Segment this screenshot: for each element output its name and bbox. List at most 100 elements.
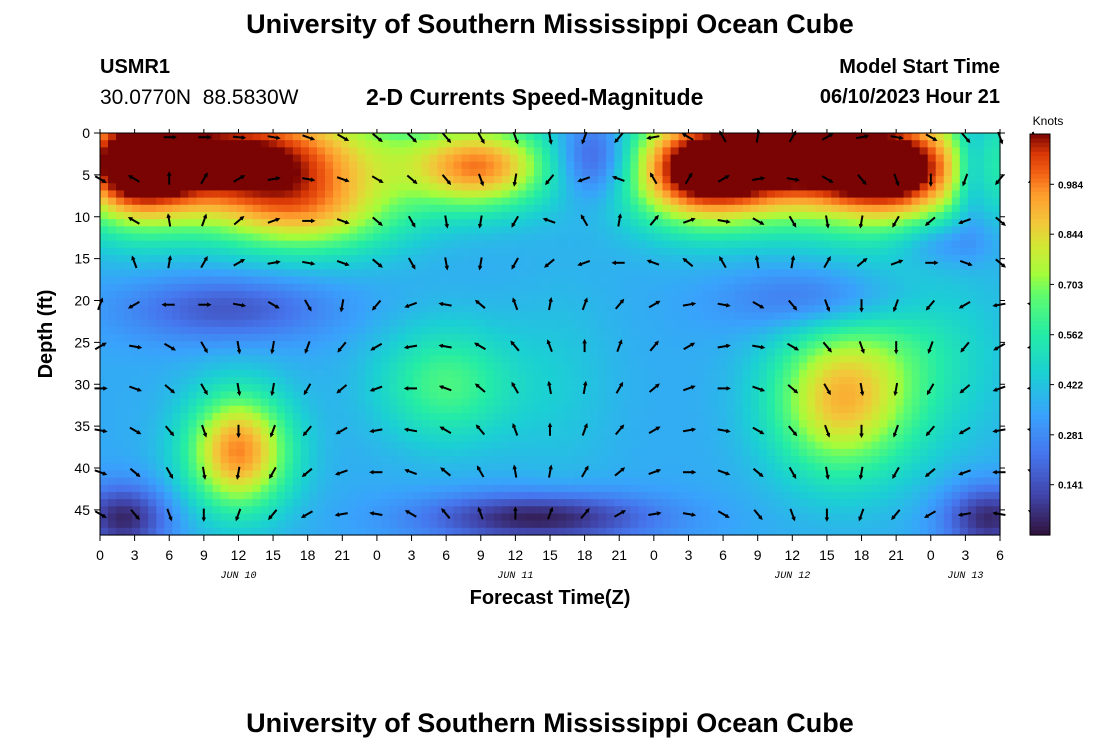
heatmap-cell (132, 348, 141, 357)
heatmap-cell (558, 334, 567, 342)
heatmap-cell (421, 348, 431, 357)
heatmap-cell (533, 290, 543, 299)
heatmap-cell (116, 412, 125, 421)
heatmap-cell (525, 420, 535, 428)
heatmap-cell (710, 341, 720, 349)
heatmap-cell (100, 255, 109, 263)
heatmap-cell (284, 161, 294, 170)
heatmap-cell (405, 369, 414, 378)
heatmap-cell (935, 219, 945, 227)
heatmap-cell (316, 168, 326, 177)
heatmap-cell (397, 147, 406, 156)
heatmap-cell (959, 434, 969, 443)
heatmap-cell (156, 355, 165, 364)
heatmap-cell (983, 427, 993, 436)
heatmap-cell (493, 434, 503, 443)
heatmap-cell (365, 319, 374, 328)
heatmap-cell (124, 412, 133, 421)
heatmap-cell (405, 140, 414, 148)
heatmap-cell (389, 377, 398, 385)
heatmap-cell (622, 255, 631, 263)
heatmap-cell (533, 226, 543, 235)
heatmap-cell (341, 441, 350, 450)
heatmap-cell (220, 369, 230, 378)
heatmap-cell (325, 247, 334, 256)
heatmap-cell (509, 211, 519, 220)
heatmap-cell (485, 377, 495, 385)
heatmap-cell (517, 434, 527, 443)
heatmap-cell (879, 283, 889, 292)
heatmap-cell (550, 197, 559, 206)
heatmap-cell (646, 362, 656, 371)
heatmap-cell (341, 305, 350, 314)
heatmap-cell (493, 290, 503, 299)
heatmap-cell (855, 420, 864, 428)
heatmap-cell (525, 334, 535, 342)
heatmap-cell (349, 255, 358, 263)
heatmap-cell (308, 283, 318, 292)
heatmap-cell (172, 255, 181, 263)
heatmap-cell (525, 219, 535, 227)
heatmap-cell (694, 247, 704, 256)
heatmap-cell (373, 247, 382, 256)
heatmap-cell (911, 362, 921, 371)
heatmap-cell (702, 420, 712, 428)
heatmap-cell (871, 161, 881, 170)
heatmap-cell (477, 276, 487, 285)
heatmap-cell (686, 247, 696, 256)
heatmap-cell (839, 240, 848, 249)
heatmap-cell (381, 434, 390, 443)
heatmap-cell (550, 305, 559, 314)
heatmap-cell (726, 434, 736, 443)
heatmap-cell (630, 334, 639, 342)
heatmap-cell (614, 290, 623, 299)
heatmap-cell (268, 305, 278, 314)
heatmap-cell (550, 269, 559, 278)
heatmap-cell (469, 133, 479, 141)
heatmap-cell (879, 204, 889, 213)
heatmap-cell (927, 305, 937, 314)
heatmap-cell (991, 262, 1001, 270)
heatmap-cell (437, 319, 447, 328)
heatmap-cell (791, 412, 800, 421)
heatmap-cell (220, 269, 230, 278)
heatmap-cell (533, 448, 543, 457)
heatmap-cell (815, 154, 824, 163)
heatmap-cell (582, 176, 591, 184)
heatmap-cell (606, 269, 615, 278)
heatmap-cell (413, 190, 423, 199)
heatmap-cell (373, 168, 382, 177)
heatmap-cell (622, 412, 631, 421)
heatmap-cell (758, 190, 768, 199)
heatmap-cell (220, 441, 230, 450)
heatmap-cell (397, 377, 406, 385)
heatmap-cell (863, 334, 873, 342)
heatmap-cell (252, 226, 262, 235)
heatmap-cell (758, 312, 768, 321)
heatmap-cell (839, 377, 848, 385)
heatmap-cell (590, 197, 599, 206)
heatmap-cell (461, 391, 471, 400)
heatmap-cell (236, 319, 246, 328)
heatmap-cell (750, 290, 760, 299)
heatmap-cell (638, 377, 648, 385)
heatmap-cell (614, 369, 623, 378)
heatmap-cell (373, 348, 382, 357)
heatmap-cell (991, 412, 1001, 421)
heatmap-cell (493, 362, 503, 371)
heatmap-cell (493, 334, 503, 342)
heatmap-cell (590, 441, 599, 450)
heatmap-cell (614, 434, 623, 443)
heatmap-cell (252, 240, 262, 249)
heatmap-cell (308, 398, 318, 407)
heatmap-cell (381, 427, 390, 436)
heatmap-cell (726, 133, 736, 141)
heatmap-cell (316, 226, 326, 235)
heatmap-cell (630, 255, 639, 263)
heatmap-cell (742, 140, 752, 148)
heatmap-cell (911, 176, 921, 184)
heatmap-cell (533, 211, 543, 220)
heatmap-cell (116, 298, 125, 306)
heatmap-cell (927, 154, 937, 163)
heatmap-cell (116, 341, 125, 349)
